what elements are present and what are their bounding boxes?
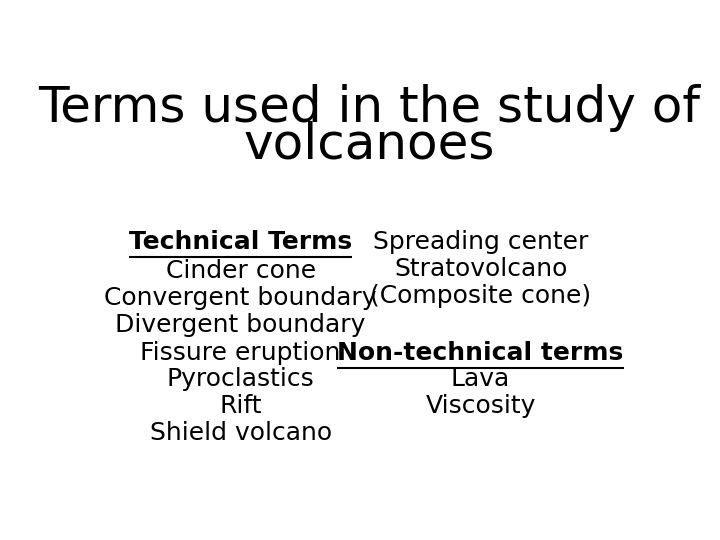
- Text: Convergent boundary: Convergent boundary: [104, 286, 377, 309]
- Text: volcanoes: volcanoes: [243, 121, 495, 169]
- Text: Stratovolcano: Stratovolcano: [394, 256, 567, 281]
- Text: Technical Terms: Technical Terms: [129, 230, 352, 253]
- Text: Terms used in the study of: Terms used in the study of: [38, 84, 700, 132]
- Text: Spreading center: Spreading center: [373, 230, 588, 253]
- Text: Non-technical terms: Non-technical terms: [338, 341, 624, 364]
- Text: Pyroclastics: Pyroclastics: [167, 367, 315, 391]
- Text: Rift: Rift: [220, 394, 262, 418]
- Text: Lava: Lava: [451, 367, 510, 391]
- Text: Shield volcano: Shield volcano: [150, 421, 332, 445]
- Text: Fissure eruption: Fissure eruption: [140, 341, 341, 364]
- Text: (Composite cone): (Composite cone): [370, 284, 591, 308]
- Text: Cinder cone: Cinder cone: [166, 259, 316, 282]
- Text: Viscosity: Viscosity: [426, 394, 536, 418]
- Text: Divergent boundary: Divergent boundary: [115, 313, 366, 336]
